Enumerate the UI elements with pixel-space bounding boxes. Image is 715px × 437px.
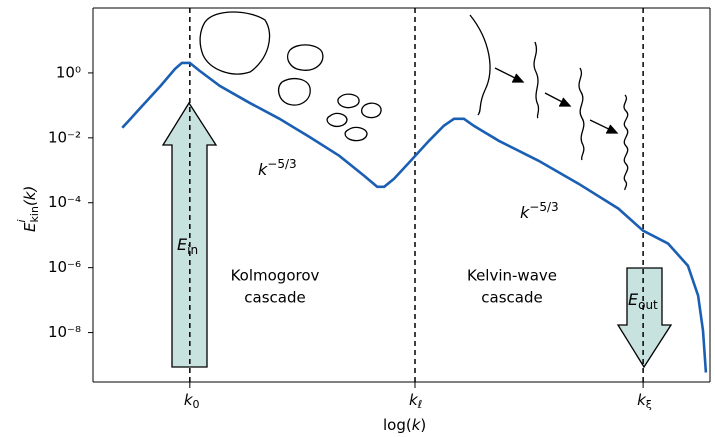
energy-out-arrow bbox=[618, 268, 671, 367]
y-label-suffix: (k) bbox=[21, 186, 39, 206]
x-label-text: log( bbox=[383, 416, 412, 434]
energy-sub: in bbox=[187, 243, 198, 257]
cascade-label: Kelvin-wave bbox=[467, 267, 557, 285]
y-label-sub: kin bbox=[28, 206, 41, 222]
y-tick-label: 10⁻² bbox=[48, 128, 81, 146]
cascade-label: Kolmogorov bbox=[231, 267, 320, 285]
slope-exponent: −5/3 bbox=[529, 200, 558, 214]
slope-annotation: k−5/3 bbox=[520, 200, 559, 222]
chart: 10⁰10⁻²10⁻⁴10⁻⁶10⁻⁸k0kℓkξlog(k)Eikin(k)k… bbox=[0, 0, 715, 437]
slope-exponent: −5/3 bbox=[267, 157, 296, 171]
x-tick-label-sub: ξ bbox=[646, 398, 652, 411]
cascade-label: cascade bbox=[481, 289, 542, 307]
y-tick-label: 10⁻⁴ bbox=[48, 193, 81, 211]
x-tick-label: k0 bbox=[184, 391, 200, 412]
y-tick-label: 10⁻⁸ bbox=[48, 323, 81, 341]
x-tick-label: kξ bbox=[637, 391, 652, 412]
y-tick-label: 10⁰ bbox=[56, 63, 81, 81]
y-tick-label: 10⁻⁶ bbox=[48, 258, 81, 276]
y-axis-label: Eikin(k) bbox=[15, 186, 41, 232]
x-label-suffix: ) bbox=[420, 416, 426, 434]
x-axis-label: log(k) bbox=[383, 416, 426, 434]
energy-sub: out bbox=[638, 298, 658, 312]
x-tick-label-sub: 0 bbox=[193, 398, 200, 411]
cascade-label: cascade bbox=[244, 289, 305, 307]
x-tick-label-sub: ℓ bbox=[417, 398, 423, 411]
y-label-sup: i bbox=[15, 219, 28, 222]
slope-annotation: k−5/3 bbox=[258, 157, 297, 179]
x-tick-label: kℓ bbox=[409, 391, 422, 412]
